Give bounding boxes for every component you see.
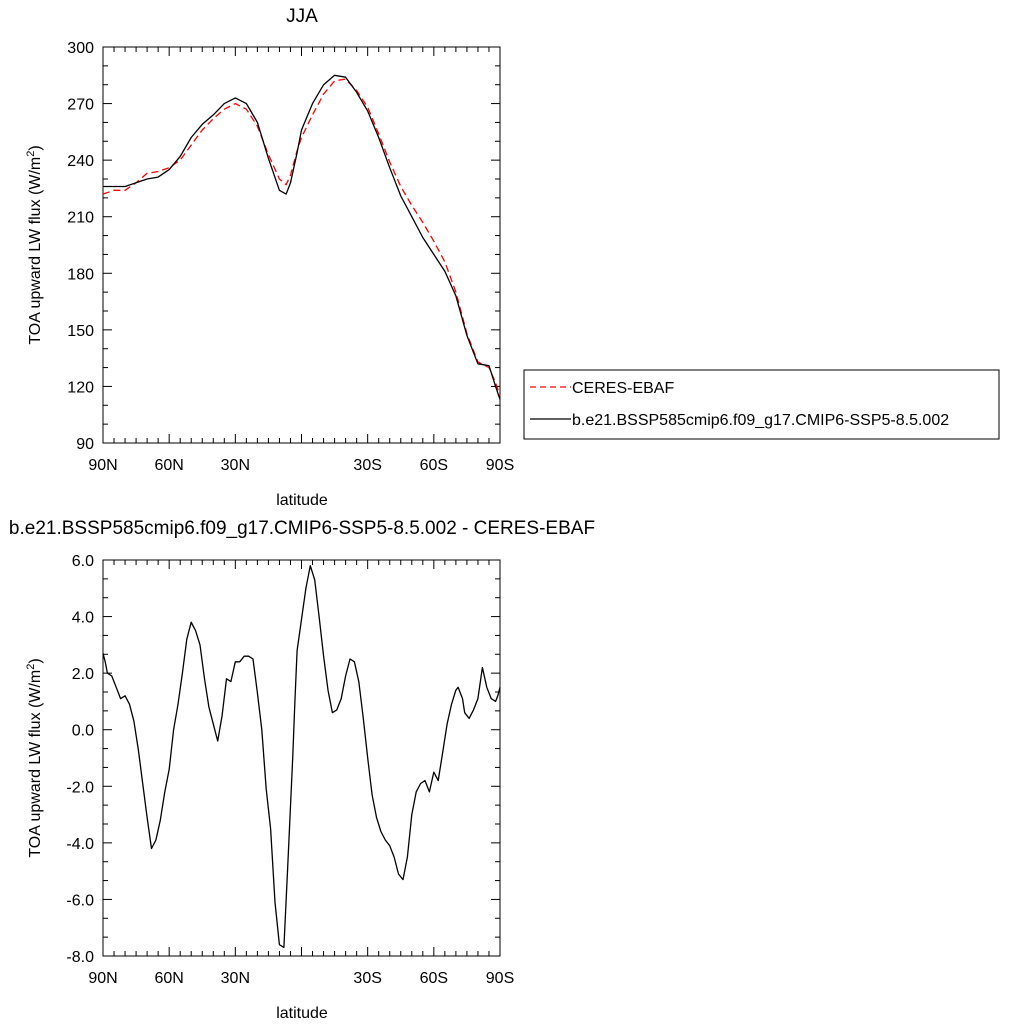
bottom-y-tick-label: 0.0 — [72, 723, 94, 740]
top-x-tick-label: 60S — [420, 457, 448, 474]
top-y-axis-label-sup: 2 — [25, 151, 37, 157]
bottom-y-tick-label: 2.0 — [72, 666, 94, 683]
top-axis-ticks: 90N 60N 30N 30S 60S 90S 300 270 240 210 180 150 120 9… — [67, 40, 514, 474]
top-x-tick-label: 30S — [353, 457, 381, 474]
bottom-y-axis-label-sup: 2 — [25, 664, 37, 670]
bottom-y-tick-label: -2.0 — [66, 779, 94, 796]
top-y-tick-label: 210 — [67, 210, 94, 227]
bottom-x-tick-label: 90N — [88, 970, 117, 987]
top-y-tick-label: 180 — [67, 266, 94, 283]
top-series-line-1 — [103, 74, 501, 400]
bottom-axis-ticks: 90N 60N 30N 30S 60S 90S 6.0 4.0 2.0 0.0 -2.0 -4.0 -6… — [66, 553, 514, 987]
top-y-tick-label: 150 — [67, 323, 94, 340]
bottom-x-tick-label: 60S — [420, 970, 448, 987]
bottom-y-tick-label: 4.0 — [72, 610, 94, 627]
bottom-y-tick-label: -4.0 — [66, 836, 94, 853]
legend-label-model: b.e21.BSSP585cmip6.f09_g17.CMIP6-SSP5-8.… — [572, 412, 949, 429]
top-series-layer — [102, 74, 501, 400]
top-x-tick-label: 90N — [88, 457, 117, 474]
bottom-panel: b.e21.BSSP585cmip6.f09_g17.CMIP6-SSP5-8.… — [9, 518, 595, 1022]
top-y-axis-label-suffix: ) — [27, 145, 44, 150]
bottom-chart-title: b.e21.BSSP585cmip6.f09_g17.CMIP6-SSP5-8.… — [9, 518, 595, 539]
bottom-x-tick-label: 60N — [154, 970, 183, 987]
top-y-tick-label: 120 — [67, 379, 94, 396]
top-y-tick-label: 270 — [67, 97, 94, 114]
bottom-y-tick-label: 6.0 — [72, 553, 94, 570]
top-x-axis-label: latitude — [276, 492, 328, 509]
legend-box — [523, 369, 1000, 440]
top-panel: JJA 90N 60N 30N 30S 60S 90S 300 270 240 210 180 150… — [25, 6, 514, 509]
top-y-axis-label: TOA upward LW flux (W/m2) — [25, 145, 44, 344]
bottom-y-axis-label: TOA upward LW flux (W/m2) — [25, 658, 44, 857]
top-y-tick-label: 300 — [67, 40, 94, 57]
top-series-line-0 — [102, 78, 501, 397]
bottom-x-tick-label: 90S — [486, 970, 514, 987]
bottom-y-axis-label-suffix: ) — [27, 658, 44, 663]
top-y-tick-label: 90 — [76, 436, 94, 453]
top-x-tick-label: 60N — [154, 457, 183, 474]
top-x-tick-label: 30N — [221, 457, 250, 474]
top-y-tick-label: 240 — [67, 153, 94, 170]
bottom-x-tick-label: 30N — [221, 970, 250, 987]
legend-label-ceres: CERES-EBAF — [572, 380, 674, 397]
bottom-x-axis-label: latitude — [276, 1005, 328, 1022]
bottom-y-tick-label: -8.0 — [66, 949, 94, 966]
bottom-y-tick-label: -6.0 — [66, 892, 94, 909]
top-y-axis-label-prefix: TOA upward LW flux (W/m — [27, 157, 44, 345]
bottom-series-line-0 — [102, 565, 501, 949]
top-plot-frame — [102, 46, 501, 444]
top-x-tick-label: 90S — [486, 457, 514, 474]
legend: CERES-EBAF b.e21.BSSP585cmip6.f09_g17.CM… — [523, 369, 1000, 440]
bottom-y-axis-label-prefix: TOA upward LW flux (W/m — [27, 670, 44, 858]
bottom-series-layer — [102, 565, 501, 949]
bottom-x-tick-label: 30S — [353, 970, 381, 987]
top-chart-title: JJA — [286, 6, 318, 27]
